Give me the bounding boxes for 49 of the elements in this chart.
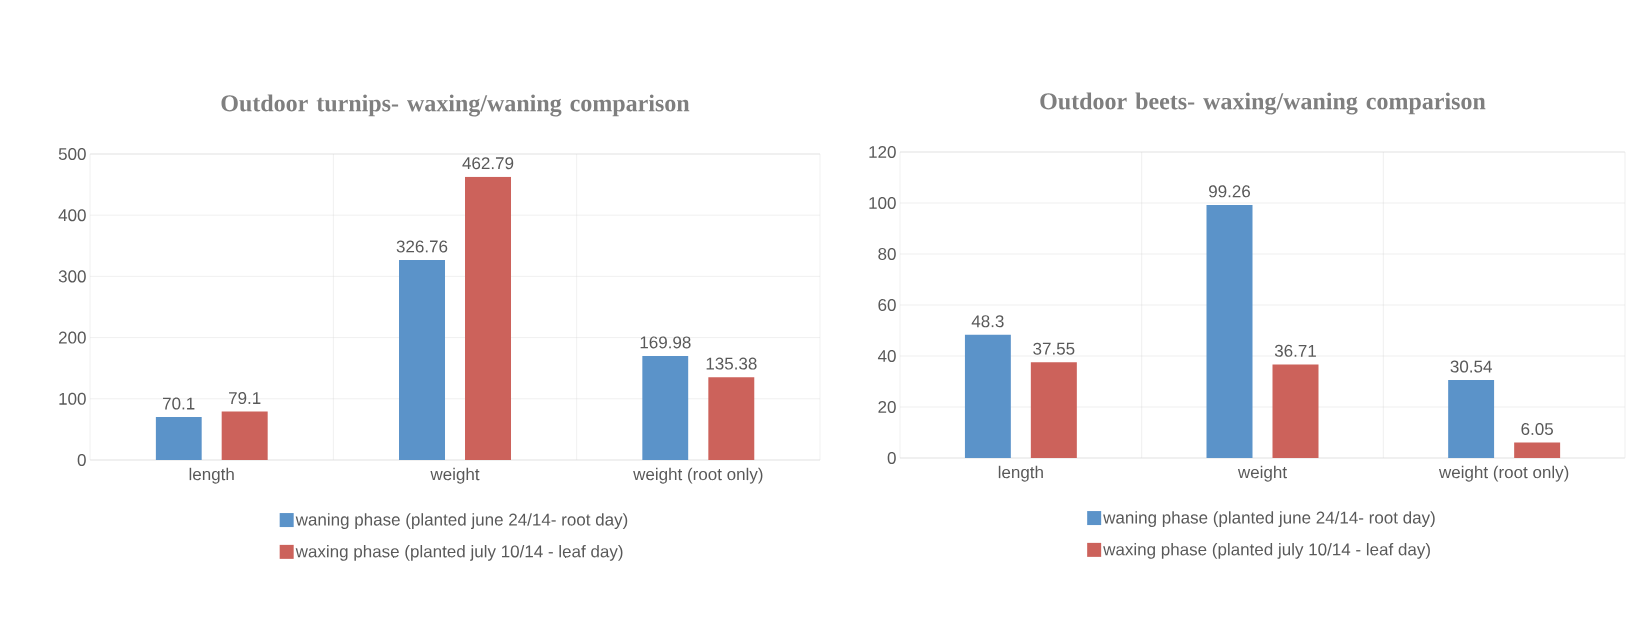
chart-title: Outdoor turnips- waxing/waning comparison	[221, 94, 690, 117]
x-tick-label: weight	[1237, 465, 1287, 482]
y-tick-label: 300	[58, 270, 86, 283]
y-tick-label: 400	[58, 209, 86, 222]
data-label: 36.71	[1274, 344, 1316, 357]
bar	[155, 417, 202, 460]
x-tick-label: length	[998, 465, 1043, 482]
data-label: 462.79	[462, 157, 514, 170]
legend-label: waning phase (planted june 24/14- root day)	[1103, 511, 1435, 527]
y-tick-label: 120	[869, 145, 896, 159]
y-tick-label: 100	[869, 196, 896, 210]
y-tick-label: 100	[59, 392, 86, 405]
legend-label: waxing phase (planted july 10/14 - leaf day)	[1103, 542, 1430, 559]
data-label: 48.3	[971, 315, 1004, 328]
y-tick-label: 200	[58, 331, 86, 344]
bar	[708, 377, 755, 460]
bar	[399, 260, 446, 460]
y-tick-label: 80	[878, 247, 896, 261]
bar	[642, 355, 689, 460]
data-label: 326.76	[396, 240, 448, 253]
legend-label: waxing phase (planted july 10/14 - leaf day)	[295, 544, 623, 561]
legend-label: waning phase (planted june 24/14- root day)	[295, 513, 628, 529]
bar	[1030, 362, 1077, 458]
x-tick-label: length	[189, 467, 234, 484]
y-tick-label: 0	[887, 451, 896, 465]
chart-title: Outdoor beets- waxing/waning comparison	[1040, 92, 1486, 115]
x-tick-label: weight	[430, 467, 480, 484]
data-label: 169.98	[640, 336, 691, 349]
bar	[964, 334, 1011, 458]
x-tick-label: weight (root only)	[633, 467, 763, 484]
y-tick-label: 500	[58, 147, 86, 161]
data-label: 135.38	[706, 357, 757, 370]
data-label: 30.54	[1450, 360, 1492, 373]
x-tick-label: weight (root only)	[1438, 465, 1569, 482]
bar	[465, 176, 512, 460]
y-tick-label: 0	[77, 453, 86, 467]
bar	[1514, 442, 1561, 458]
y-tick-label: 40	[877, 349, 896, 363]
y-tick-label: 20	[878, 400, 896, 414]
data-label: 79.1	[229, 392, 261, 405]
bar	[1448, 380, 1495, 458]
bar	[1272, 364, 1319, 458]
data-label: 6.05	[1521, 422, 1553, 436]
data-label: 70.1	[163, 397, 195, 410]
bar	[1206, 204, 1253, 458]
bar	[221, 411, 268, 460]
data-label: 99.26	[1209, 185, 1251, 198]
y-tick-label: 60	[878, 298, 896, 312]
data-label: 37.55	[1033, 342, 1075, 355]
